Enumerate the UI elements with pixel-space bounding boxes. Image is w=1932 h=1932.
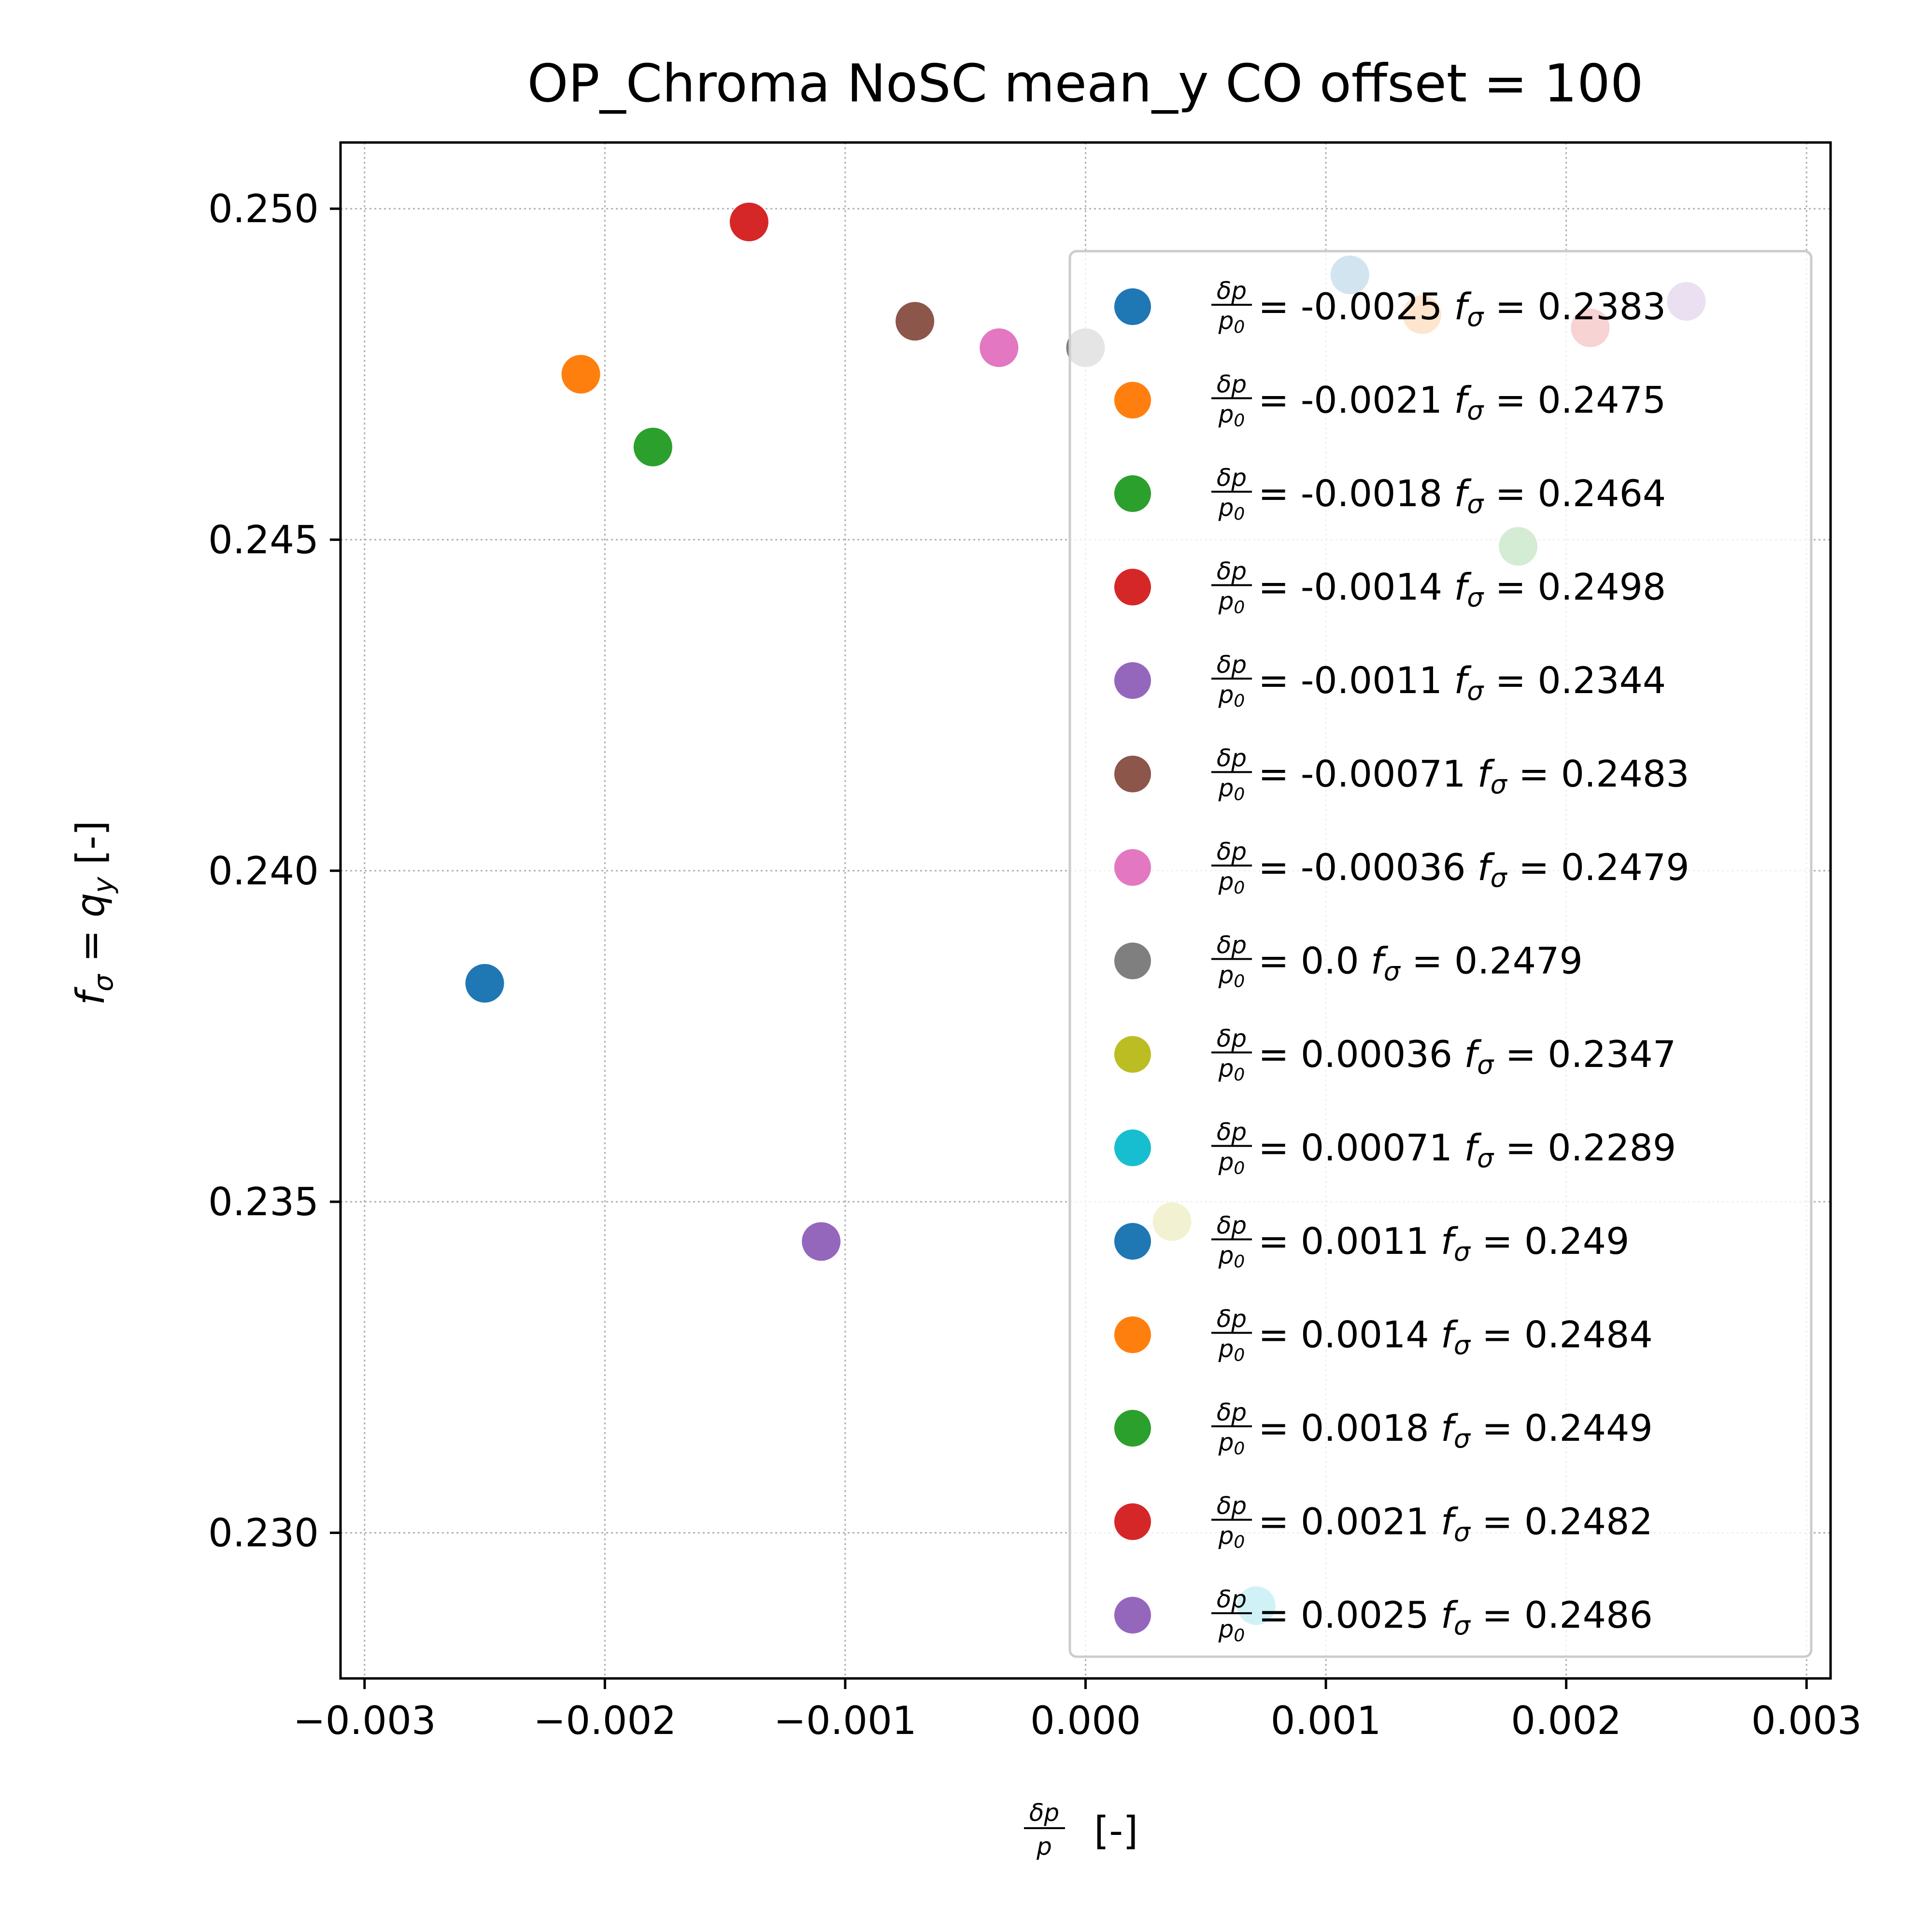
legend-frac-numerator: δp [1217, 1024, 1247, 1052]
legend-marker [1114, 662, 1151, 699]
legend-frac-numerator: δp [1217, 1118, 1247, 1146]
legend-label: = 0.0014 fσ = 0.2484 [1258, 1313, 1653, 1361]
legend-marker [1114, 1316, 1151, 1353]
legend-frac-numerator: δp [1217, 370, 1247, 398]
legend-frac-numerator: δp [1217, 1585, 1247, 1613]
legend-label: = -0.00071 fσ = 0.2483 [1258, 753, 1690, 800]
legend-marker [1114, 1597, 1151, 1634]
data-point [729, 202, 768, 242]
legend-label: = 0.0025 fσ = 0.2486 [1258, 1593, 1653, 1641]
legend-frac-denominator: p0 [1218, 774, 1245, 805]
legend-box [1068, 250, 1813, 1658]
legend-frac-numerator: δp [1217, 277, 1247, 305]
x-axis-label: δp p [-] [1024, 1799, 1138, 1861]
x-tick-label: −0.001 [774, 1698, 917, 1743]
legend-frac-numerator: δp [1217, 557, 1247, 585]
legend-marker [1114, 1036, 1151, 1073]
legend-label: = -0.0021 fσ = 0.2475 [1258, 379, 1666, 426]
x-axis: −0.003 −0.002 −0.001 0.000 0.001 0.002 0.003 [293, 1678, 1862, 1743]
legend-frac-numerator: δp [1217, 464, 1247, 492]
legend-marker [1114, 568, 1151, 606]
y-tick-label: 0.235 [208, 1179, 319, 1224]
data-point [980, 328, 1019, 367]
legend-label: = -0.0014 fσ = 0.2498 [1258, 566, 1666, 613]
data-point [465, 964, 504, 1003]
legend-marker [1114, 1129, 1151, 1166]
legend-frac-numerator: δp [1217, 1211, 1247, 1239]
y-axis: 0.230 0.235 0.240 0.245 0.250 [208, 186, 341, 1555]
svg-text:δp: δp [1029, 1799, 1059, 1827]
x-tick-label: 0.002 [1511, 1698, 1621, 1743]
x-tick-label: −0.003 [293, 1698, 436, 1743]
svg-text:p: p [1036, 1833, 1052, 1861]
legend-marker [1114, 382, 1151, 419]
legend-label: = 0.00071 fσ = 0.2289 [1258, 1126, 1676, 1174]
data-point [895, 302, 935, 341]
legend-label: = -0.0011 fσ = 0.2344 [1258, 659, 1666, 706]
legend-marker [1114, 942, 1151, 980]
legend-label: = 0.0018 fσ = 0.2449 [1258, 1406, 1653, 1454]
legend-marker [1114, 475, 1151, 512]
legend-frac-numerator: δp [1217, 744, 1247, 772]
data-point [802, 1222, 841, 1261]
x-tick-label: −0.002 [533, 1698, 676, 1743]
data-point [561, 355, 600, 394]
chart-title: OP_Chroma NoSC mean_y CO offset = 100 [527, 54, 1643, 114]
svg-text:fσ = qy [-]: fσ = qy [-] [68, 821, 119, 1005]
legend-frac-numerator: δp [1217, 1305, 1247, 1333]
legend-frac-numerator: δp [1217, 1492, 1247, 1520]
legend-frac-numerator: δp [1217, 651, 1247, 679]
data-point [633, 427, 672, 467]
legend-label: = -0.00036 fσ = 0.2479 [1258, 846, 1690, 893]
legend-frac-denominator: p0 [1218, 1428, 1245, 1459]
x-tick-label: 0.001 [1271, 1698, 1381, 1743]
x-tick-label: 0.000 [1030, 1698, 1141, 1743]
y-tick-label: 0.245 [208, 517, 319, 562]
legend-frac-denominator: p0 [1218, 681, 1245, 711]
legend-marker [1114, 755, 1151, 793]
legend-frac-numerator: δp [1217, 1398, 1247, 1426]
legend-marker [1114, 288, 1151, 325]
legend-label: = 0.0011 fσ = 0.249 [1258, 1220, 1630, 1267]
legend-label: = 0.0 fσ = 0.2479 [1258, 939, 1583, 987]
x-tick-label: 0.003 [1751, 1698, 1862, 1743]
legend-marker [1114, 1410, 1151, 1447]
legend-label: = 0.00036 fσ = 0.2347 [1258, 1033, 1676, 1080]
legend-frac-numerator: δp [1217, 931, 1247, 959]
legend-label: = -0.0018 fσ = 0.2464 [1258, 472, 1666, 519]
y-tick-label: 0.240 [208, 849, 319, 894]
legend-label: = 0.0021 fσ = 0.2482 [1258, 1500, 1653, 1548]
y-tick-label: 0.250 [208, 186, 319, 231]
svg-text:[-]: [-] [1094, 1808, 1138, 1853]
legend-marker [1114, 1503, 1151, 1540]
legend-marker [1114, 849, 1151, 886]
legend-frac-numerator: δp [1217, 838, 1247, 866]
y-axis-label: fσ = qy [-] [68, 821, 119, 1005]
legend-label: = -0.0025 fσ = 0.2383 [1258, 285, 1666, 332]
legend-frac-denominator: p0 [1218, 1335, 1245, 1365]
y-tick-label: 0.230 [208, 1510, 319, 1555]
legend-marker [1114, 1223, 1151, 1260]
